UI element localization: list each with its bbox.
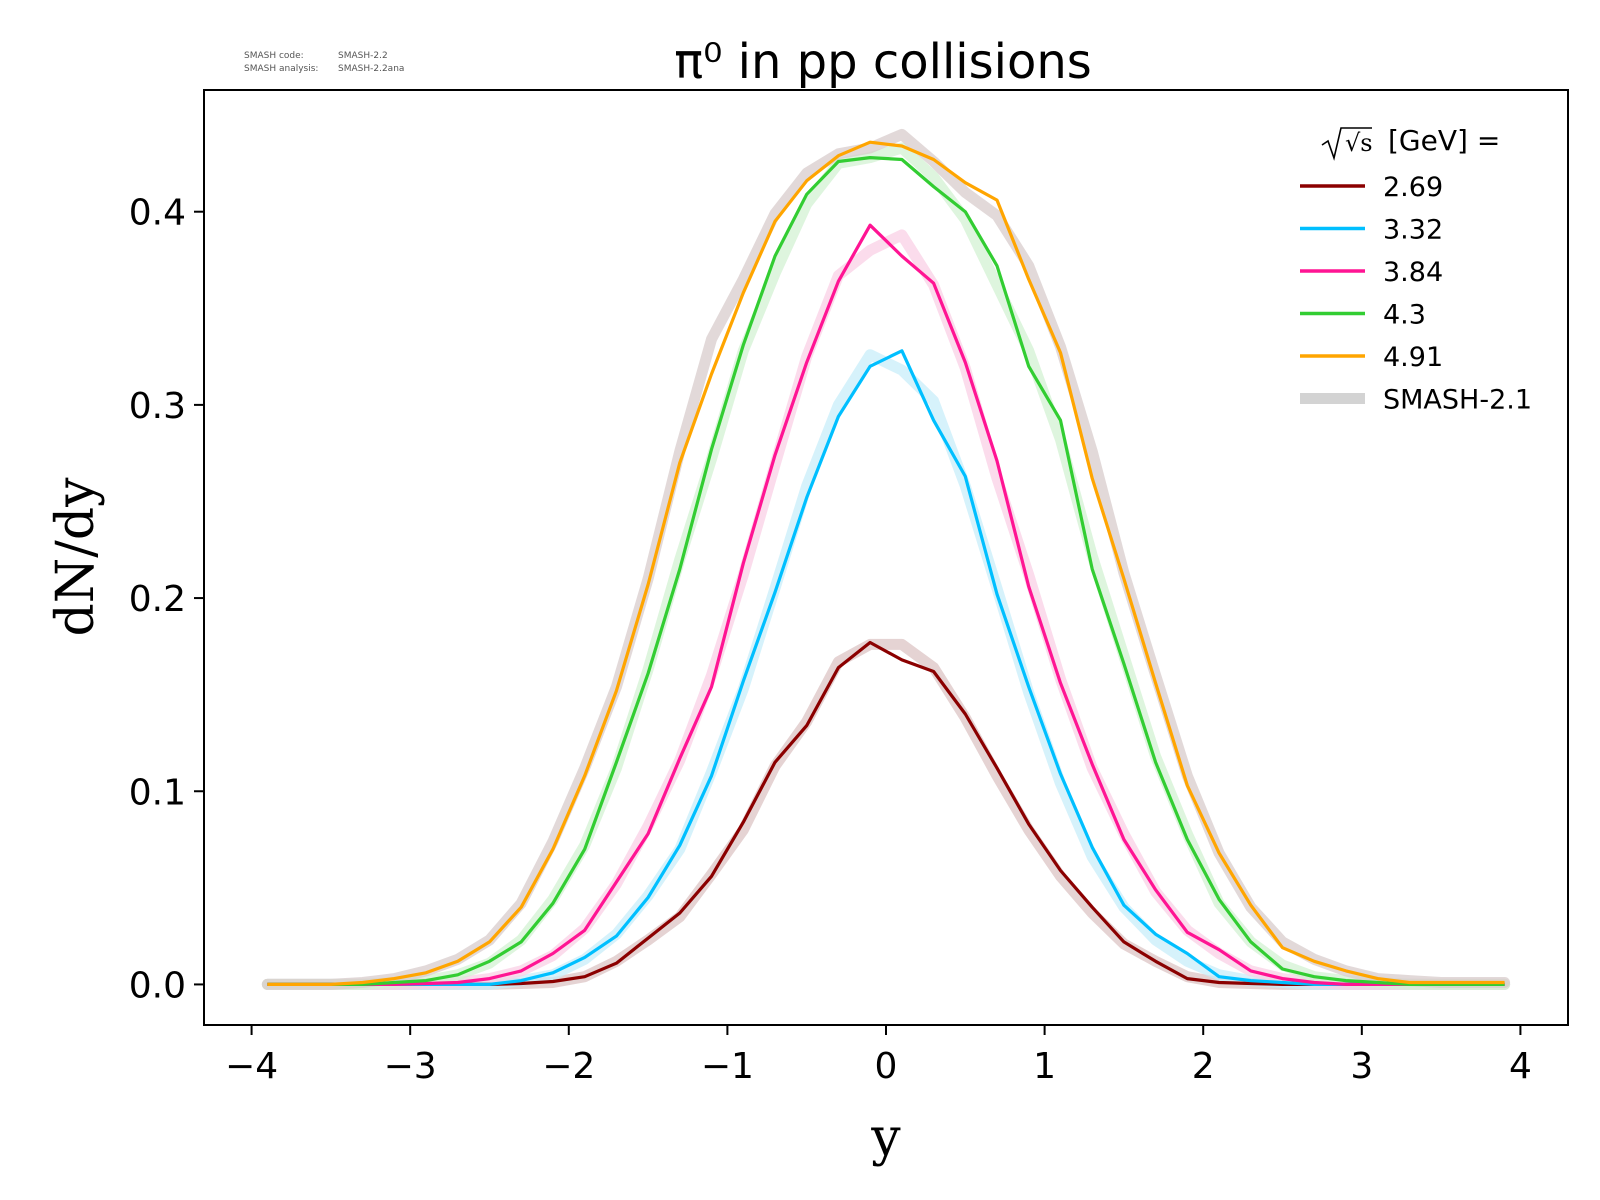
x-tick-label: 3 <box>1350 1046 1373 1087</box>
y-tick-label: 0.1 <box>129 772 186 813</box>
legend-label: SMASH-2.1 <box>1383 385 1532 416</box>
watermark-analysis-value: SMASH-2.2ana <box>338 64 404 74</box>
legend-label: 4.3 <box>1383 300 1426 331</box>
reference-line-3-84 <box>261 229 1511 990</box>
x-tick-label: 2 <box>1192 1046 1215 1087</box>
series-line-3-84 <box>267 223 1505 987</box>
x-tick-label: 4 <box>1509 1046 1532 1087</box>
legend-label: 3.32 <box>1383 215 1443 246</box>
x-tick-label: −1 <box>701 1046 754 1087</box>
legend: √s [GeV] = 2.69 3.32 3.84 4.3 4.91 SMASH-2.1 <box>1300 124 1532 416</box>
x-tick-label: 0 <box>875 1046 898 1087</box>
y-tick-label: 0.2 <box>129 579 186 620</box>
legend-label: 2.69 <box>1383 172 1443 203</box>
legend-title-text: [GeV] = <box>1388 124 1500 157</box>
x-tick-label: 1 <box>1033 1046 1056 1087</box>
series-line-4-91 <box>267 140 1505 987</box>
reference-line-4-91 <box>261 128 1511 990</box>
legend-title-symbol: √s <box>1345 129 1373 157</box>
reference-line-3-32 <box>261 349 1511 990</box>
legend-label: 3.84 <box>1383 257 1443 288</box>
series-line-4-3 <box>267 156 1505 987</box>
y-tick-label: 0.0 <box>129 965 186 1006</box>
legend-label: 4.91 <box>1383 342 1443 373</box>
watermark-code-value: SMASH-2.2 <box>338 51 388 61</box>
y-tick-label: 0.4 <box>129 193 186 234</box>
x-axis-ticks: −4 −3 −2 −1 0 1 2 3 4 <box>225 1025 1532 1087</box>
watermark-code-label: SMASH code: <box>244 51 304 61</box>
x-tick-label: −4 <box>225 1046 278 1087</box>
y-axis-label: dN/dy <box>46 477 106 637</box>
sqrt-symbol <box>1321 127 1372 161</box>
y-tick-label: 0.3 <box>129 386 186 427</box>
reference-line-4-3 <box>261 142 1511 990</box>
reference-curves <box>261 128 1511 990</box>
series-line-2-69 <box>267 640 1505 987</box>
x-tick-label: −3 <box>384 1046 437 1087</box>
y-axis-ticks: 0.0 0.1 0.2 0.3 0.4 <box>129 193 204 1006</box>
x-tick-label: −2 <box>542 1046 595 1087</box>
chart-title: π⁰ in pp collisions <box>674 34 1092 90</box>
series-line-3-32 <box>267 349 1505 987</box>
series-curves <box>267 140 1505 987</box>
legend-title: √s [GeV] = <box>1321 124 1500 161</box>
watermark-analysis-label: SMASH analysis: <box>244 64 318 74</box>
reference-line-2-69 <box>261 638 1511 990</box>
x-axis-label: y <box>870 1108 901 1168</box>
